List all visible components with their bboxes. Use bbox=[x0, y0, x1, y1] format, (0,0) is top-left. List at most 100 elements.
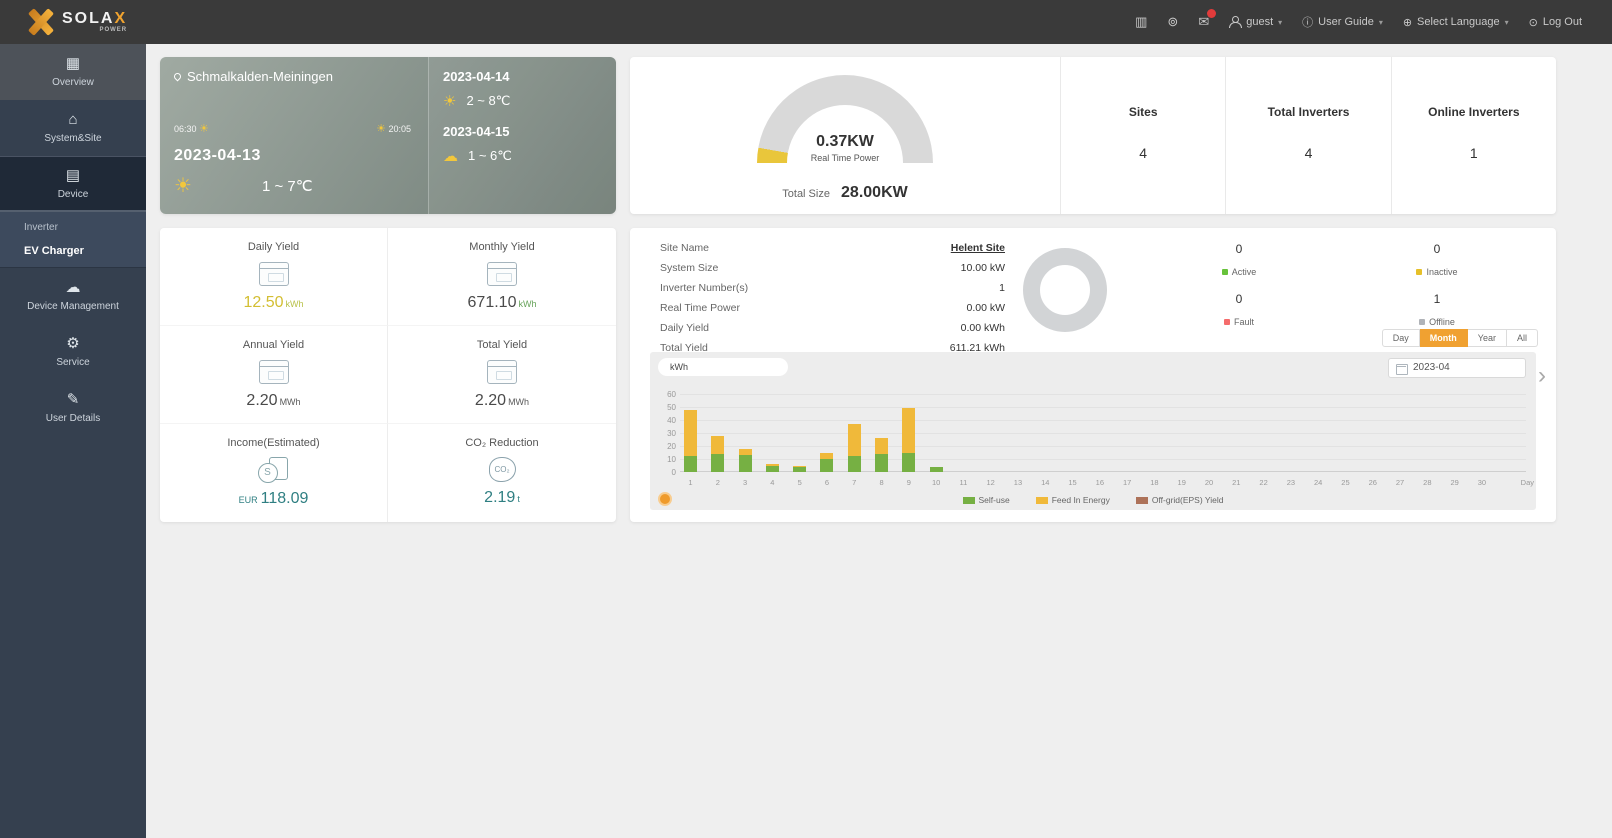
message-icon[interactable]: ✉ bbox=[1198, 9, 1217, 30]
sidebar-label-service: Service bbox=[56, 357, 90, 368]
calendar-icon bbox=[258, 360, 289, 384]
top-navbar: SOLAX POWER ▥ ⊚ ✉ guest ▾ ⓘ User Guide ▾… bbox=[0, 0, 1612, 44]
inverter-number-row: Inverter Number(s) 1 bbox=[660, 278, 1005, 298]
legend-label: Feed In Energy bbox=[1051, 495, 1110, 505]
next-site-arrow[interactable]: › bbox=[1538, 362, 1546, 389]
total-yield-unit: MWh bbox=[508, 397, 530, 407]
user-guide-label: User Guide bbox=[1318, 16, 1374, 28]
all-button[interactable]: All bbox=[1506, 329, 1538, 347]
sidebar-subitem-ev-charger[interactable]: EV Charger bbox=[24, 245, 84, 257]
user-avatar-icon bbox=[1229, 16, 1243, 28]
weather-location: Schmalkalden-Meiningen bbox=[172, 69, 411, 84]
report-icon[interactable]: ▥ bbox=[1135, 14, 1148, 29]
field-label: Inverter Number(s) bbox=[660, 282, 749, 294]
co2-reduction-cell: CO₂ Reduction CO₂ 2.19 t bbox=[388, 424, 616, 522]
pencil-icon: ✎ bbox=[66, 391, 80, 408]
logout-label: Log Out bbox=[1542, 16, 1582, 28]
caret-down-icon: ▾ bbox=[1278, 17, 1283, 27]
date-picker[interactable]: 2023-04 bbox=[1388, 358, 1526, 378]
sidebar-item-user-details[interactable]: ✎ User Details bbox=[0, 380, 146, 436]
stat-online-inverters: Online Inverters 1 bbox=[1390, 57, 1556, 214]
field-value: 611.21 kWh bbox=[949, 342, 1005, 354]
monthly-yield-value: 671.10 bbox=[467, 294, 517, 311]
status-label: Inactive bbox=[1426, 267, 1458, 277]
forecast-temp: 2 ~ 8℃ bbox=[466, 93, 511, 108]
cloud-icon: ☁ bbox=[443, 148, 458, 165]
total-size-label: Total Size bbox=[782, 188, 830, 200]
solax-logo[interactable]: SOLAX POWER bbox=[0, 9, 127, 35]
sunrise-icon: ☀ bbox=[199, 123, 209, 135]
offline-dot-icon bbox=[1419, 319, 1426, 325]
brand-text: SOLAX POWER bbox=[62, 10, 128, 34]
sunrise-sunset-row: 06:30 ☀ ☀ 20:05 bbox=[174, 122, 411, 135]
power-icon: ⊙ bbox=[1528, 16, 1538, 29]
total-yield-row: Total Yield 611.21 kWh bbox=[660, 338, 1005, 358]
today-temperature: 1 ~ 7℃ bbox=[261, 177, 313, 195]
total-yield-cell: Total Yield 2.20 MWh bbox=[388, 326, 616, 424]
income-currency: EUR bbox=[238, 495, 258, 505]
legend-self-use: Self-use bbox=[962, 495, 1010, 505]
legend-label: Off-grid(EPS) Yield bbox=[1151, 495, 1224, 505]
realtime-power-value: 0.37KW bbox=[816, 133, 874, 150]
realtime-power-gauge-section: 0.37KW Real Time Power Total Size 28.00K… bbox=[630, 57, 1060, 214]
sidebar-subitem-inverter[interactable]: Inverter bbox=[24, 222, 58, 233]
yield-summary-card: Daily Yield 12.50 kWh Monthly Yield 671.1… bbox=[160, 228, 616, 522]
brand-subtitle: POWER bbox=[99, 27, 128, 33]
sidebar-item-overview[interactable]: ▦ Overview bbox=[0, 44, 146, 100]
co2-icon: CO₂ bbox=[488, 457, 516, 482]
month-button[interactable]: Month bbox=[1419, 329, 1468, 347]
caret-down-icon: ▾ bbox=[1504, 17, 1509, 27]
co2-reduction-value: 2.19 bbox=[484, 489, 516, 506]
daily-yield-unit: kWh bbox=[285, 299, 304, 309]
location-name: Schmalkalden-Meiningen bbox=[187, 69, 333, 84]
co2-reduction-label: CO₂ Reduction bbox=[465, 437, 539, 449]
stat-label: Total Inverters bbox=[1267, 105, 1350, 119]
x-axis-line bbox=[680, 471, 1526, 472]
sidebar-item-system-site[interactable]: ⌂ System&Site bbox=[0, 100, 146, 156]
field-label: Total Yield bbox=[660, 342, 708, 354]
language-menu[interactable]: ⊕ Select Language ▾ bbox=[1403, 16, 1509, 29]
monthly-yield-label: Monthly Yield bbox=[469, 241, 535, 253]
status-fault: 0 Fault bbox=[1140, 286, 1338, 336]
user-menu[interactable]: guest ▾ bbox=[1229, 16, 1282, 28]
solax-x-icon bbox=[28, 9, 54, 35]
home-icon: ⌂ bbox=[68, 111, 78, 128]
year-button[interactable]: Year bbox=[1467, 329, 1507, 347]
sidebar-item-device-management[interactable]: ☁ Device Management bbox=[0, 268, 146, 324]
user-guide-menu[interactable]: ⓘ User Guide ▾ bbox=[1302, 14, 1383, 30]
sidebar-label-system-site: System&Site bbox=[44, 133, 102, 144]
site-name-link[interactable]: Helent Site bbox=[950, 242, 1005, 254]
calendar-icon bbox=[487, 262, 517, 286]
stat-value: 1 bbox=[1469, 145, 1478, 161]
guide-icon: ⓘ bbox=[1302, 17, 1314, 29]
alarm-icon[interactable]: ⊚ bbox=[1167, 14, 1179, 29]
logout-button[interactable]: ⊙ Log Out bbox=[1529, 16, 1582, 29]
day-button[interactable]: Day bbox=[1381, 329, 1420, 347]
sidebar-item-service[interactable]: ⚙ Service bbox=[0, 324, 146, 380]
forecast-day-2: 2023-04-15 ☁ 1 ~ 6℃ bbox=[443, 124, 602, 165]
sidebar-item-device[interactable]: ▤ Device bbox=[0, 156, 146, 212]
chart-unit-selector[interactable]: kWh bbox=[658, 358, 788, 376]
daily-yield-cell: Daily Yield 12.50 kWh bbox=[160, 228, 388, 326]
legend-feed-in: Feed In Energy bbox=[1035, 495, 1110, 505]
system-size-row: System Size 10.00 kW bbox=[660, 258, 1005, 278]
sunset-group: ☀ 20:05 bbox=[376, 122, 411, 135]
self-use-swatch-icon bbox=[962, 496, 975, 504]
inverter-status-grid: 0 Active 0 Inactive 0 Fault 1 Offline bbox=[1140, 236, 1536, 336]
power-gauge: 0.37KW Real Time Power bbox=[757, 75, 933, 163]
sidebar-label-device-management: Device Management bbox=[27, 301, 119, 312]
location-pin-icon bbox=[172, 71, 183, 82]
field-value: 1 bbox=[999, 282, 1005, 294]
weather-forecast: 2023-04-14 ☀ 2 ~ 8℃ 2023-04-15 ☁ 1 ~ 6℃ bbox=[428, 57, 616, 214]
site-details-card: Site Name Helent Site System Size 10.00 … bbox=[630, 228, 1556, 522]
sunset-icon: ☀ bbox=[376, 123, 386, 135]
stat-value: 4 bbox=[1139, 145, 1148, 161]
help-bubble-button[interactable] bbox=[658, 492, 672, 506]
navbar-right: ▥ ⊚ ✉ guest ▾ ⓘ User Guide ▾ ⊕ Select La… bbox=[1135, 9, 1612, 30]
stat-label: Sites bbox=[1128, 105, 1158, 119]
sidebar-label-device: Device bbox=[57, 188, 89, 200]
today-date: 2023-04-13 bbox=[174, 147, 261, 164]
gear-icon: ⚙ bbox=[66, 335, 80, 352]
device-submenu: Inverter EV Charger bbox=[0, 212, 146, 268]
